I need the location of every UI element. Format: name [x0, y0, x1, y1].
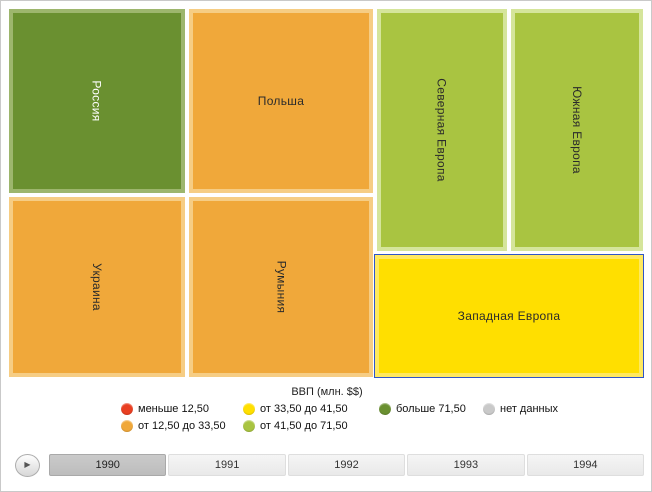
- legend-item-label: нет данных: [500, 403, 559, 415]
- legend-item-no-data: нет данных: [483, 403, 651, 415]
- treemap-cell-romania[interactable]: Румыния: [189, 197, 373, 377]
- treemap-cell-western-europe-label: Западная Европа: [457, 309, 561, 323]
- treemap-cell-southern-europe-label: Южная Европа: [569, 86, 584, 174]
- legend-item-12-50-to-33-50: от 12,50 до 33,50: [121, 420, 243, 432]
- treemap-cell-russia-label: Россия: [90, 80, 104, 122]
- legend-color-dot-red: [121, 403, 133, 415]
- legend-color-dot-light-green: [243, 420, 255, 432]
- legend-item-label: от 33,50 до 41,50: [260, 403, 348, 415]
- legend-color-dot-yellow: [243, 403, 255, 415]
- legend-grid: меньше 12,50 от 33,50 до 41,50 больше 71…: [121, 403, 651, 432]
- treemap-cell-russia[interactable]: Россия: [9, 9, 185, 193]
- treemap-cell-poland-label: Польша: [257, 94, 305, 108]
- timeline-year-1990[interactable]: 1990: [49, 454, 167, 476]
- legend-item-label: от 41,50 до 71,50: [260, 420, 348, 432]
- play-icon: ▶: [24, 460, 31, 469]
- timeline-years: 1990 1991 1992 1993 1994: [49, 454, 645, 476]
- play-button[interactable]: ▶: [15, 453, 40, 477]
- legend-color-dot-gray: [483, 403, 495, 415]
- treemap-cell-western-europe-selected[interactable]: Западная Европа: [374, 254, 644, 378]
- treemap-cell-southern-europe[interactable]: Южная Европа: [511, 9, 643, 251]
- treemap-cell-ukraine[interactable]: Украина: [9, 197, 185, 377]
- legend-item-more-71-50: больше 71,50: [379, 403, 483, 415]
- legend-item-label: больше 71,50: [396, 403, 466, 415]
- treemap-cell-ukraine-label: Украина: [89, 263, 104, 311]
- legend-item-label: от 12,50 до 33,50: [138, 420, 226, 432]
- legend: ВВП (млн. $$) меньше 12,50 от 33,50 до 4…: [1, 386, 651, 432]
- timeline-year-1991[interactable]: 1991: [168, 454, 286, 476]
- legend-color-dot-dark-green: [379, 403, 391, 415]
- timeline-year-1994[interactable]: 1994: [526, 454, 645, 476]
- legend-item-less-12-50: меньше 12,50: [121, 403, 243, 415]
- timeline-year-1993[interactable]: 1993: [407, 454, 525, 476]
- legend-color-dot-orange: [121, 420, 133, 432]
- legend-title: ВВП (млн. $$): [291, 386, 363, 398]
- treemap-cell-romania-label: Румыния: [274, 260, 288, 314]
- treemap-cell-northern-europe[interactable]: Северная Европа: [377, 9, 507, 251]
- treemap-cell-poland[interactable]: Польша: [189, 9, 373, 193]
- timeline-year-1992[interactable]: 1992: [287, 454, 406, 476]
- treemap-cell-northern-europe-label: Северная Европа: [435, 78, 449, 182]
- timeline: ▶ 1990 1991 1992 1993 1994: [15, 453, 645, 477]
- legend-item-33-50-to-41-50: от 33,50 до 41,50: [243, 403, 379, 415]
- legend-item-41-50-to-71-50: от 41,50 до 71,50: [243, 420, 379, 432]
- legend-item-label: меньше 12,50: [138, 403, 210, 415]
